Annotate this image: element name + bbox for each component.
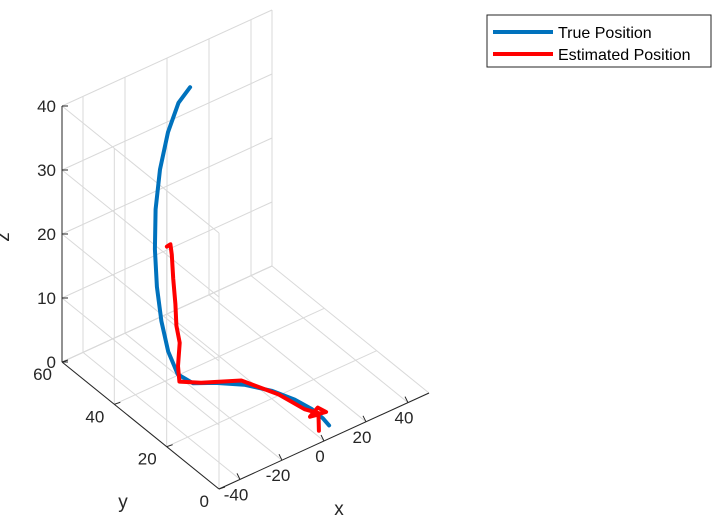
z-tick-label: 20 bbox=[37, 225, 56, 244]
wall-grid-z bbox=[61, 297, 220, 426]
x-tick-label: -20 bbox=[266, 466, 291, 485]
wall-grid-z bbox=[61, 105, 220, 234]
floor-grid-x bbox=[250, 275, 409, 403]
y-tick-label: 20 bbox=[138, 450, 157, 469]
legend-label-true-position: True Position bbox=[558, 25, 652, 42]
x-tick-label: -40 bbox=[224, 485, 249, 504]
box-edge bbox=[271, 265, 430, 394]
y-tick-label: 0 bbox=[200, 492, 209, 511]
wall-grid-z bbox=[61, 233, 220, 362]
z-tick-label: 10 bbox=[37, 289, 56, 308]
y-tick-label: 60 bbox=[33, 365, 52, 384]
y-axis-label: y bbox=[118, 492, 128, 513]
series-line-estimated-position bbox=[164, 242, 329, 433]
floor-grid-x bbox=[208, 294, 367, 423]
grid-layer bbox=[61, 9, 430, 490]
z-tick-label: 40 bbox=[37, 97, 56, 116]
wall-grid-z bbox=[61, 169, 220, 298]
legend-label-estimated-position: Estimated Position bbox=[558, 47, 691, 64]
x-tick-mark bbox=[236, 473, 241, 480]
floor-grid-y bbox=[166, 350, 377, 448]
y-tick-mark bbox=[114, 401, 121, 405]
wall-grid-z bbox=[61, 137, 273, 235]
series-line-true-position bbox=[152, 85, 332, 428]
y-tick-mark bbox=[166, 444, 173, 448]
box-edge bbox=[61, 265, 273, 363]
x-axis-label: x bbox=[334, 499, 344, 520]
x-tick-label: 0 bbox=[315, 447, 324, 466]
floor-grid-x bbox=[124, 332, 283, 461]
wall-grid-z bbox=[61, 9, 273, 107]
x-tick-mark bbox=[404, 396, 409, 403]
wall-grid-z bbox=[61, 201, 273, 299]
x-tick-label: 40 bbox=[395, 409, 414, 428]
wall-grid-z bbox=[61, 73, 273, 171]
y-tick-label: 40 bbox=[85, 407, 104, 426]
y-axis-line bbox=[61, 361, 220, 490]
x-tick-mark bbox=[362, 415, 367, 423]
x-tick-mark bbox=[320, 434, 325, 442]
legend: True Position Estimated Position bbox=[486, 14, 712, 68]
series-layer bbox=[152, 85, 332, 433]
z-tick-label: 0 bbox=[47, 353, 56, 372]
z-axis-label: z bbox=[0, 232, 14, 242]
z-tick-label: 30 bbox=[37, 161, 56, 180]
legend-box bbox=[486, 14, 712, 68]
x-tick-label: 20 bbox=[353, 428, 372, 447]
x-tick-mark bbox=[278, 453, 283, 461]
floor-grid-x bbox=[82, 352, 241, 480]
floor-grid-x bbox=[166, 313, 325, 442]
y-tick-mark bbox=[218, 486, 226, 490]
